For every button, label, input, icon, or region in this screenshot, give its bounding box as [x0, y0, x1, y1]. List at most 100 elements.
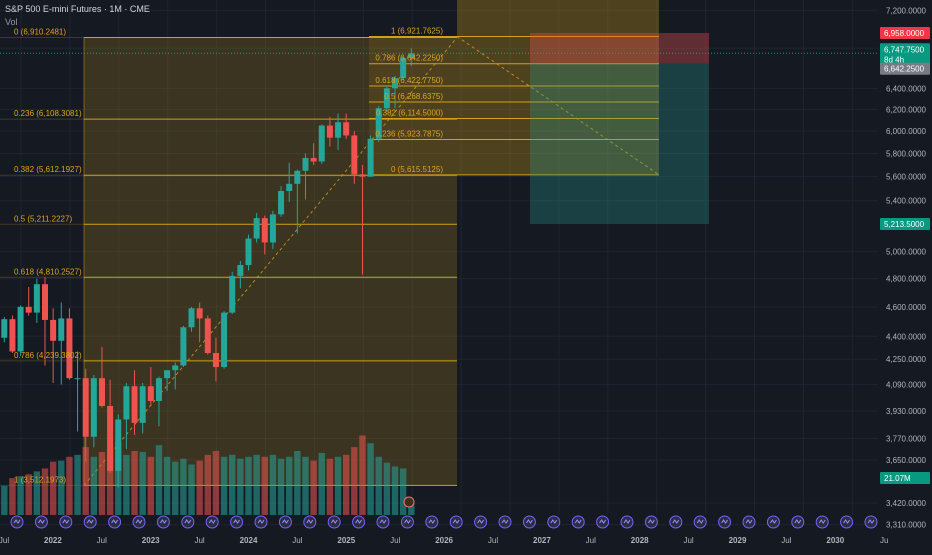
event-icon-glyph: [428, 519, 436, 524]
volume-bar: [17, 476, 24, 515]
volume-bar: [90, 456, 98, 515]
price-tick: 4,800.0000: [886, 275, 927, 284]
price-badge-bg: [880, 472, 930, 484]
fib-retracement-right: [369, 0, 660, 176]
time-tick: 2023: [142, 536, 160, 545]
fib-right-fill: [369, 36, 457, 175]
candle-body: [139, 386, 146, 423]
event-icon-glyph: [867, 519, 875, 524]
volume-bar: [229, 454, 236, 515]
candle-body: [66, 318, 73, 379]
time-tick: Jul: [586, 536, 596, 545]
volume-bar: [196, 460, 203, 515]
event-icon-glyph: [550, 519, 558, 524]
volume-bar: [66, 456, 73, 515]
volume-bar: [163, 456, 171, 515]
candle-body: [253, 218, 260, 239]
candle-body: [245, 238, 252, 266]
volume-bar: [49, 461, 57, 515]
event-icon-glyph: [672, 519, 680, 524]
price-tick: 3,310.0000: [886, 521, 927, 530]
candle-body: [147, 386, 154, 401]
volume-bar: [310, 460, 317, 515]
price-tick: 3,770.0000: [886, 435, 927, 444]
volume-bar: [261, 456, 268, 515]
event-icon-glyph: [13, 519, 21, 524]
price-badge-bg: [880, 27, 930, 39]
candle-body: [196, 308, 203, 319]
candle-body: [131, 386, 138, 423]
price-badge-stop: 5,213.5000: [884, 220, 925, 229]
candle-body: [50, 319, 57, 341]
time-tick: 2025: [337, 536, 355, 545]
volume-bar: [367, 443, 374, 515]
fib-labels: 0 (6,910.2481) 0.236 (6,108.3081) 0.382 (5…: [14, 26, 443, 484]
volume-bar: [220, 456, 228, 515]
fib-right-fill-top: [457, 0, 659, 175]
volume-label[interactable]: Vol: [5, 17, 18, 27]
symbol-title[interactable]: S&P 500 E-mini Futures · 1M · CME: [5, 4, 150, 14]
volume-bar: [139, 451, 146, 515]
price-tick: 4,090.0000: [886, 381, 927, 390]
event-icon-glyph: [745, 519, 753, 524]
event-icon-glyph: [355, 519, 363, 524]
fib-left-label: 0.236 (6,108.3081): [14, 109, 82, 118]
volume-bar: [342, 454, 350, 515]
candle-body: [269, 214, 276, 243]
fib-right-label: 0.382 (6,114.5000): [376, 109, 443, 118]
volume-bar: [408, 501, 415, 515]
volume-bar: [277, 458, 285, 515]
volume-bar: [269, 454, 277, 515]
candle-body: [164, 370, 171, 379]
price-badge-bg: [880, 43, 930, 56]
candle-body: [204, 318, 211, 354]
price-tick: 3,420.0000: [886, 499, 927, 508]
event-icon-glyph: [159, 519, 167, 524]
event-icon-glyph: [794, 519, 802, 524]
volume-bar: [294, 450, 301, 515]
candle-body: [318, 125, 325, 162]
fib-left-label: 0 (6,910.2481): [14, 28, 66, 37]
candle-body: [326, 125, 333, 138]
candle-body: [286, 183, 293, 192]
candle-body: [212, 353, 219, 368]
volume-bar: [98, 451, 106, 515]
time-tick: Jul: [292, 536, 302, 545]
long-position-tool: [0, 33, 878, 224]
candle-body: [42, 284, 48, 320]
candle-body: [123, 386, 130, 420]
time-tick: Ju: [880, 536, 888, 545]
event-icon-glyph: [843, 519, 851, 524]
volume-bar: [359, 435, 366, 515]
fib-right-label: 0.236 (5,923.7875): [375, 129, 443, 138]
event-icon-glyph: [184, 519, 192, 524]
candle-body: [155, 378, 162, 401]
volume-bars: [1, 435, 415, 515]
event-icon-glyph: [477, 519, 485, 524]
event-icon-glyph: [574, 519, 582, 524]
time-tick: Jul: [781, 536, 791, 545]
price-tick: 3,930.0000: [886, 407, 927, 416]
candle-body: [25, 306, 32, 313]
time-tick: Jul: [488, 536, 498, 545]
volume-bar: [180, 458, 187, 515]
volume-bar: [351, 447, 358, 515]
volume-bar: [1, 485, 8, 515]
event-icon-glyph: [379, 519, 387, 524]
volume-bar: [204, 454, 211, 515]
time-axis-bg: [0, 530, 932, 550]
price-badge-bg: [880, 218, 930, 230]
event-icon-glyph: [525, 519, 533, 524]
volume-bar: [155, 445, 163, 515]
volume-bar: [147, 456, 155, 515]
event-icon-glyph: [306, 519, 314, 524]
event-icon-glyph: [208, 519, 216, 524]
price-badge-bg: [880, 53, 930, 66]
event-icon-glyph: [233, 519, 241, 524]
fib-left-label: 0.5 (5,211.2227): [14, 214, 72, 223]
time-tick: Jul: [683, 536, 693, 545]
candle-body: [172, 365, 179, 371]
candle-body: [90, 378, 97, 437]
